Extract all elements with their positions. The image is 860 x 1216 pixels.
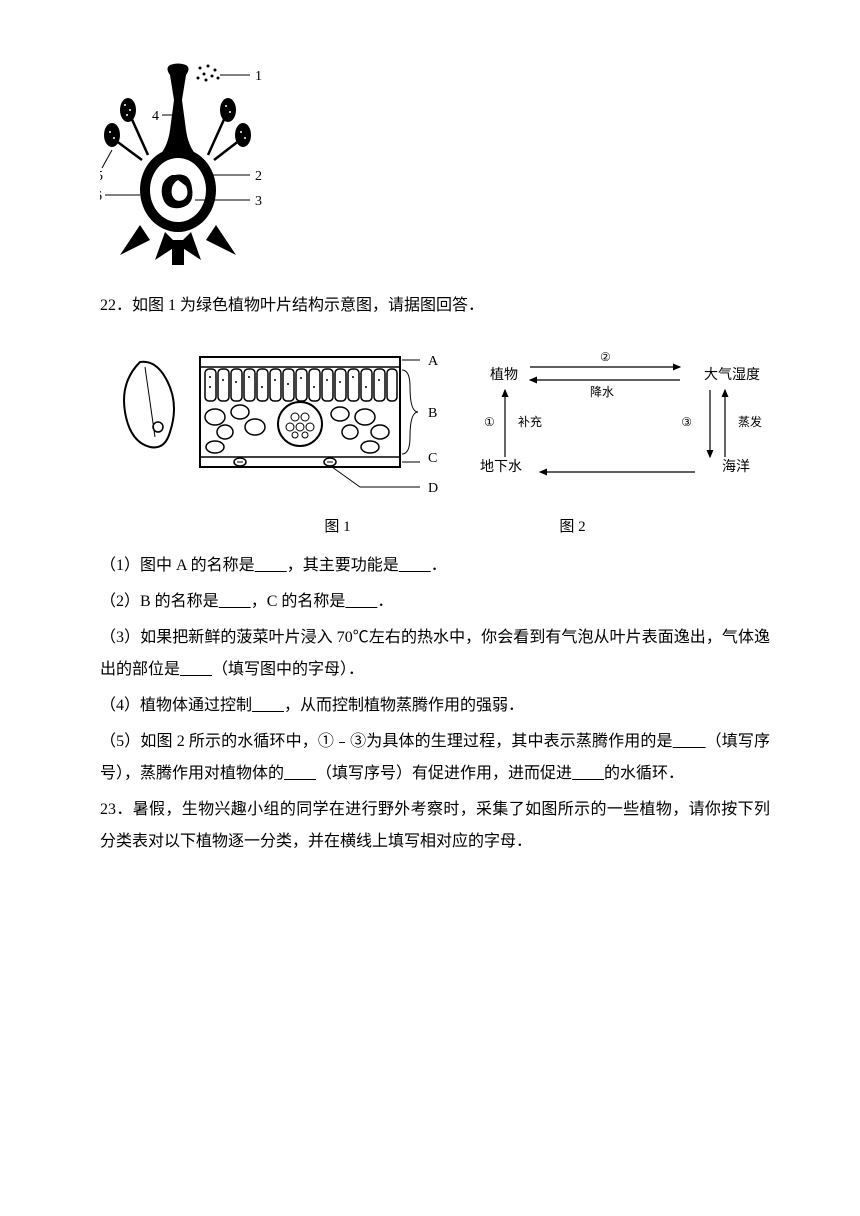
- blank: [252, 697, 284, 714]
- flower-diagram: 1 2 3 4 5 6: [100, 60, 280, 280]
- q22-part4: （4）植物体通过控制 ，从而控制植物蒸腾作用的强弱．: [100, 690, 770, 722]
- flower-label-6: 6: [100, 189, 102, 204]
- svg-text:D: D: [428, 481, 438, 496]
- figure-labels: 图 1 图 2: [100, 512, 770, 542]
- cycle-buchong: 补充: [518, 410, 542, 434]
- blank: [345, 593, 377, 610]
- flower-label-5: 5: [100, 169, 103, 184]
- blank: [180, 661, 212, 678]
- svg-text:C: C: [428, 451, 437, 466]
- cycle-label-3: ③: [681, 410, 692, 434]
- cycle-zhengfa: 蒸发: [738, 410, 762, 434]
- leaf-cross-section: A B C D: [110, 332, 450, 502]
- q23-number: 23．: [100, 801, 133, 818]
- q22-part3: （3）如果把新鲜的菠菜叶片浸入 70℃左右的热水中，你会看到有气泡从叶片表面逸出…: [100, 622, 770, 686]
- blank: [219, 593, 251, 610]
- blank: [284, 765, 316, 782]
- q22-part2: （2）B 的名称是 ，C 的名称是 ．: [100, 586, 770, 618]
- fig1-label: 图 1: [324, 512, 350, 542]
- svg-text:B: B: [428, 406, 437, 421]
- flower-label-1: 1: [255, 69, 262, 84]
- fig2-label: 图 2: [559, 512, 585, 542]
- water-cycle-diagram: 植物 大气湿度 地下水 海洋 ② 降水 ① 补充 ③ 蒸发: [480, 342, 760, 492]
- blank: [399, 557, 431, 574]
- cycle-jiangshui: 降水: [590, 380, 614, 404]
- flower-label-4: 4: [152, 109, 159, 124]
- blank: [572, 765, 604, 782]
- cycle-label-1: ①: [484, 410, 495, 434]
- blank: [255, 557, 287, 574]
- blank: [673, 733, 706, 750]
- q22-intro: 22．如图 1 为绿色植物叶片结构示意图，请据图回答．: [100, 290, 770, 322]
- cycle-label-2: ②: [600, 345, 611, 369]
- q22-part1: （1）图中 A 的名称是 ，其主要功能是 ．: [100, 550, 770, 582]
- flower-label-3: 3: [255, 194, 262, 209]
- q22-part5: （5）如图 2 所示的水循环中，①﹣③为具体的生理过程，其中表示蒸腾作用的是 （…: [100, 726, 770, 790]
- flower-label-2: 2: [255, 169, 262, 184]
- q23-text: 23．暑假，生物兴趣小组的同学在进行野外考察时，采集了如图所示的一些植物，请你按…: [100, 794, 770, 858]
- q22-number: 22．: [100, 297, 132, 314]
- svg-text:A: A: [428, 354, 439, 369]
- leaf-diagrams: A B C D 植物 大气湿度 地下水 海洋: [100, 332, 770, 502]
